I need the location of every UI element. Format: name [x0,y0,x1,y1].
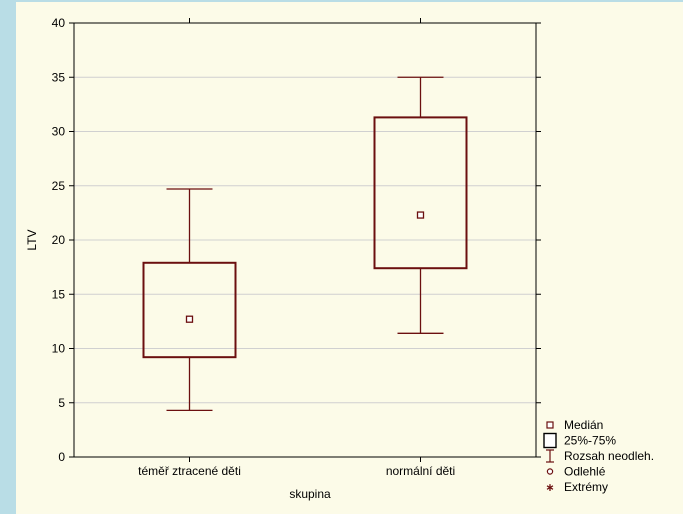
legend-label: Odlehlé [564,465,606,479]
iqr-box [142,261,237,359]
x-tick-label: normální děti [386,464,455,478]
y-axis-label: LTV [25,229,39,250]
extreme-legend-icon: ∗ [545,482,554,494]
median-marker [416,211,425,219]
x-axis-ticks: téměř ztracené děti normální děti [138,18,455,478]
y-tick-label: 40 [52,16,66,30]
y-tick-label: 20 [52,233,66,247]
iqr-box [373,116,468,270]
legend-item-3: Odlehlé [546,465,606,479]
legend: Medián 25%-75%Rozsah neodleh. Odlehlé ∗ Extr… [543,418,654,494]
legend-item-2: Rozsah neodleh. [546,449,654,463]
legend-item-0: Medián [546,418,603,432]
boxes [142,76,468,411]
box-0 [142,188,237,411]
legend-item-1: 25%-75% [543,432,616,449]
grid-lines [74,76,536,404]
y-tick-label: 15 [52,287,66,301]
box-legend-icon [543,432,557,449]
median-marker [185,315,194,323]
y-tick-label: 5 [58,396,65,410]
legend-label: 25%-75% [564,434,616,448]
legend-label: Rozsah neodleh. [564,449,654,463]
x-tick-label: téměř ztracené děti [138,464,241,478]
y-tick-label: 25 [52,179,66,193]
outlier-legend-icon [546,468,554,475]
y-tick-label: 30 [52,125,66,139]
box-1 [373,76,468,334]
median-legend-icon [546,421,554,429]
chart-panel [16,2,683,514]
x-axis-label: skupina [289,487,331,501]
legend-item-4: ∗ Extrémy [545,480,608,494]
legend-label: Extrémy [564,480,608,494]
y-tick-label: 35 [52,70,66,84]
y-tick-label: 10 [52,342,66,356]
y-tick-label: 0 [58,450,65,464]
y-axis-ticks: 0 5 10 15 20 25 30 35 40 [52,16,541,464]
legend-label: Medián [564,418,603,432]
